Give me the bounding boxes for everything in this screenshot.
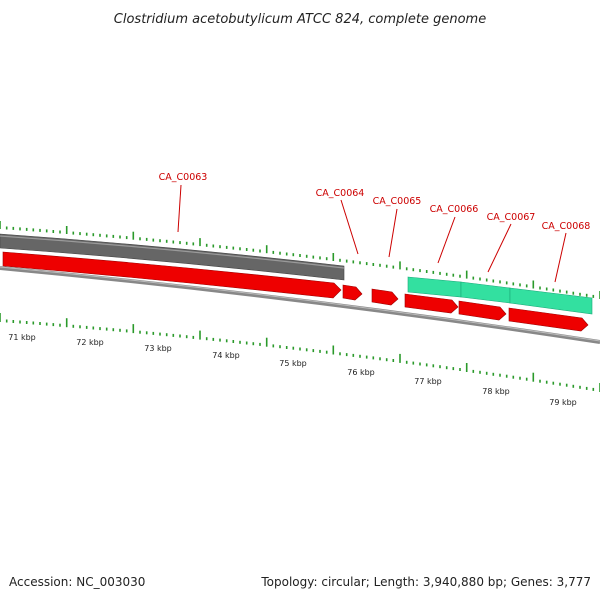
gene-label-ca-c0067[interactable]: CA_C0067 <box>487 212 536 223</box>
genome-backbone-highlight <box>0 266 600 342</box>
gene-label-ca-c0068[interactable]: CA_C0068 <box>542 221 591 232</box>
outer-tick-scale <box>0 221 600 299</box>
kbp-label: 78 kbp <box>482 387 510 396</box>
red-gene-ca-c0067[interactable] <box>458 300 507 321</box>
map-title: Clostridium acetobutylicum ATCC 824, com… <box>114 12 486 27</box>
gene-label-ca-c0063[interactable]: CA_C0063 <box>159 172 208 183</box>
red-gene-ca-c0068[interactable] <box>508 307 589 332</box>
kbp-label: 71 kbp <box>8 333 36 342</box>
kbp-label: 79 kbp <box>549 398 577 407</box>
red-gene-ca-c0065[interactable] <box>371 288 399 306</box>
red-gene-ca-c0066[interactable] <box>404 293 459 314</box>
green-gene-ca-c0067[interactable] <box>460 281 511 304</box>
green-gene-track <box>407 276 593 315</box>
inner-tick-scale <box>0 313 600 392</box>
kbp-label: 77 kbp <box>414 377 442 386</box>
accession-text: Accession: NC_003030 <box>9 575 145 589</box>
red-gene-ca-c0064[interactable] <box>342 284 363 301</box>
green-gene-ca-c0066[interactable] <box>407 276 462 298</box>
red-gene-ca-c0063[interactable] <box>2 251 342 299</box>
green-gene-ca-c0068[interactable] <box>509 287 593 315</box>
gene-label-ca-c0065[interactable]: CA_C0065 <box>373 196 422 207</box>
gene-labels: CA_C0063 CA_C0064 CA_C0065 CA_C0066 CA_C… <box>159 172 591 232</box>
kbp-label: 73 kbp <box>144 344 172 353</box>
gray-feature-band[interactable] <box>0 233 345 281</box>
kbp-label: 72 kbp <box>76 338 104 347</box>
gene-label-leaders <box>177 184 567 283</box>
genome-summary-text: Topology: circular; Length: 3,940,880 bp… <box>260 575 591 589</box>
kbp-labels: 71 kbp 72 kbp 73 kbp 74 kbp 75 kbp 76 kb… <box>8 333 577 407</box>
genome-backbone <box>0 266 600 344</box>
red-gene-track <box>2 251 589 332</box>
gene-label-ca-c0066[interactable]: CA_C0066 <box>430 204 479 215</box>
gene-label-ca-c0064[interactable]: CA_C0064 <box>316 188 365 199</box>
kbp-label: 75 kbp <box>279 359 307 368</box>
kbp-label: 76 kbp <box>347 368 375 377</box>
kbp-label: 74 kbp <box>212 351 240 360</box>
gray-feature-highlight <box>0 235 345 269</box>
